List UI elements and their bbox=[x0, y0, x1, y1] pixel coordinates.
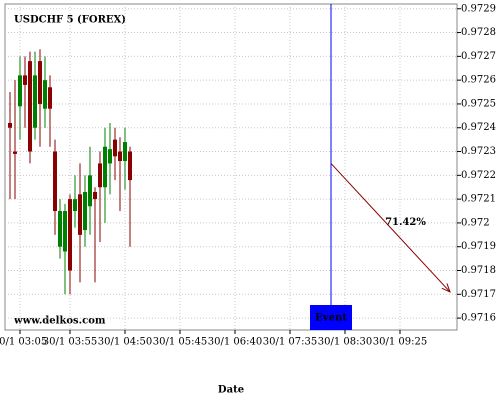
x-tick-label: 30/1 06:40 bbox=[208, 337, 262, 348]
y-tick-label: 0.9727 bbox=[461, 51, 496, 62]
candle-body bbox=[108, 149, 112, 164]
x-tick-label: 30/1 04:50 bbox=[98, 337, 152, 348]
candle-body bbox=[28, 61, 32, 152]
candle-body bbox=[123, 142, 127, 162]
candle-body bbox=[118, 151, 122, 162]
candle-body bbox=[78, 194, 82, 235]
candle-body bbox=[58, 211, 62, 247]
y-tick-label: 0.9716 bbox=[461, 313, 496, 324]
candle-body bbox=[18, 75, 22, 107]
candle-body bbox=[43, 80, 47, 109]
candle-body bbox=[53, 151, 57, 212]
x-tick-label: 30/1 03:05 bbox=[0, 337, 47, 348]
x-tick-label: 30/1 05:45 bbox=[153, 337, 207, 348]
candle-body bbox=[38, 61, 42, 104]
arrow-head bbox=[441, 283, 451, 293]
candle-body bbox=[63, 211, 67, 252]
candle-body bbox=[8, 122, 12, 128]
event-label: Event bbox=[315, 313, 347, 324]
y-tick-label: 0.9718 bbox=[461, 265, 496, 276]
y-tick-label: 0.9726 bbox=[461, 75, 496, 86]
y-tick-label: 0.9717 bbox=[461, 289, 496, 300]
forecast-arrow bbox=[330, 163, 451, 293]
y-tick-label: 0.9728 bbox=[461, 27, 496, 38]
watermark: www.delkos.com bbox=[13, 316, 106, 327]
y-tick-label: 0.9722 bbox=[461, 170, 496, 181]
y-tick-label: 0.9723 bbox=[461, 146, 496, 157]
x-tick-label: 30/1 09:25 bbox=[373, 337, 427, 348]
candle-body bbox=[113, 139, 117, 157]
candle-body bbox=[73, 199, 77, 212]
candle-body bbox=[68, 199, 72, 271]
event-box bbox=[310, 305, 352, 330]
y-tick-label: 0.9721 bbox=[461, 194, 496, 205]
candle-body bbox=[103, 146, 107, 188]
candle-body bbox=[33, 75, 37, 128]
x-tick-label: 30/1 03:55 bbox=[43, 337, 97, 348]
candle-body bbox=[88, 175, 92, 207]
x-tick-label: 30/1 07:35 bbox=[263, 337, 317, 348]
candle-body bbox=[48, 87, 52, 109]
forecast-label: 71.42% bbox=[385, 217, 426, 228]
candle-body bbox=[23, 75, 27, 85]
y-tick-label: 0.9725 bbox=[461, 98, 496, 109]
candle-body bbox=[128, 151, 132, 181]
y-tick-label: 0.9724 bbox=[461, 122, 496, 133]
candle-body bbox=[83, 191, 87, 231]
y-tick-label: 0.9719 bbox=[461, 241, 496, 252]
y-tick-label: 0.9729 bbox=[461, 3, 496, 14]
candle-body bbox=[98, 163, 102, 188]
candle-body bbox=[13, 151, 17, 154]
y-tick-label: 0.972 bbox=[461, 217, 490, 228]
plot-area bbox=[4, 3, 458, 331]
candle-body bbox=[93, 191, 97, 200]
x-axis-label: Date bbox=[218, 385, 244, 396]
x-tick-label: 30/1 08:30 bbox=[318, 337, 372, 348]
